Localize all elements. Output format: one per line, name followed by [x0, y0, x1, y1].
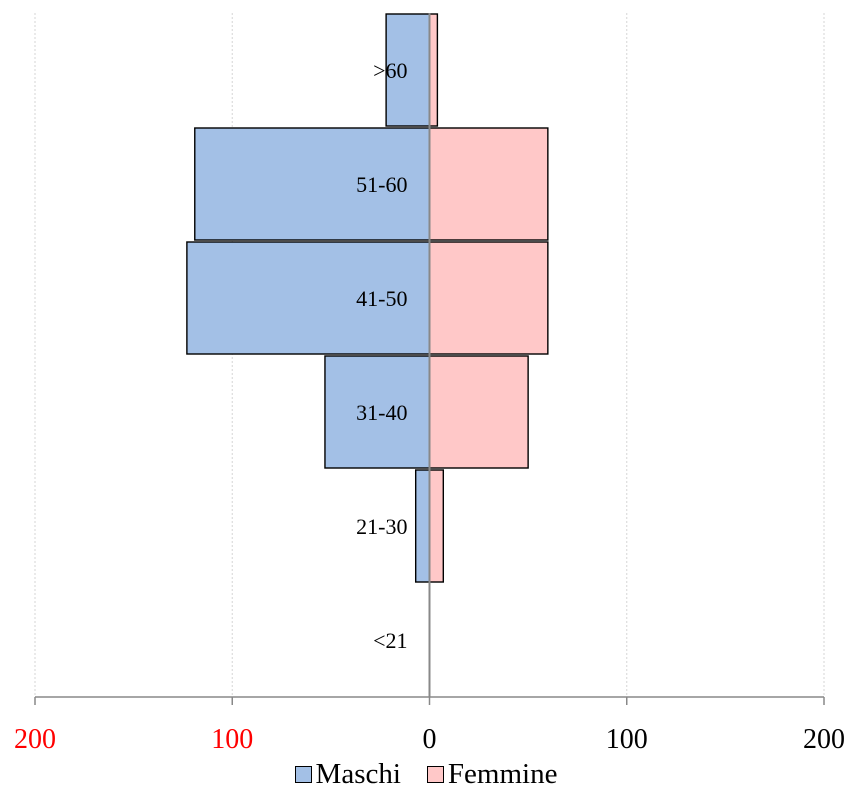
x-tick-label: 100	[211, 724, 253, 752]
bars	[186, 13, 549, 583]
legend-swatch-maschi	[294, 765, 312, 783]
category-label: 41-50	[356, 286, 407, 311]
legend-label-femmine: Femmine	[447, 757, 558, 790]
legend: Maschi Femmine	[0, 752, 852, 796]
x-tick-label: 0	[423, 724, 437, 752]
category-label: >60	[373, 58, 407, 83]
bar-maschi-4	[414, 469, 431, 583]
x-axis: 200 100 0 100 200	[14, 13, 845, 752]
legend-label-maschi: Maschi	[315, 757, 401, 790]
x-tick-label: 200	[14, 724, 56, 752]
bar-femmine-0	[428, 13, 439, 127]
legend-swatch-femmine	[426, 765, 444, 783]
legend-item-maschi: Maschi	[294, 757, 401, 791]
x-tick-label: 200	[803, 724, 845, 752]
category-label: <21	[373, 628, 407, 653]
population-pyramid-chart: >60 51-60 41-50 31-40 21-30 <21 200 100 0 100 200	[14, 13, 845, 752]
gridlines	[34, 13, 825, 697]
category-label: 31-40	[356, 400, 407, 425]
category-label: 21-30	[356, 514, 407, 539]
bar-maschi-2	[186, 241, 431, 355]
bar-maschi-0	[385, 13, 431, 127]
category-label: 51-60	[356, 172, 407, 197]
bar-femmine-2	[428, 241, 549, 355]
bar-femmine-3	[428, 355, 529, 469]
x-tick-label: 100	[606, 724, 648, 752]
bar-maschi-1	[194, 127, 431, 241]
bar-maschi-3	[324, 355, 431, 469]
legend-item-femmine: Femmine	[426, 757, 558, 791]
bar-femmine-4	[428, 469, 445, 583]
bar-femmine-1	[428, 127, 549, 241]
category-labels: >60 51-60 41-50 31-40 21-30 <21	[356, 58, 407, 653]
